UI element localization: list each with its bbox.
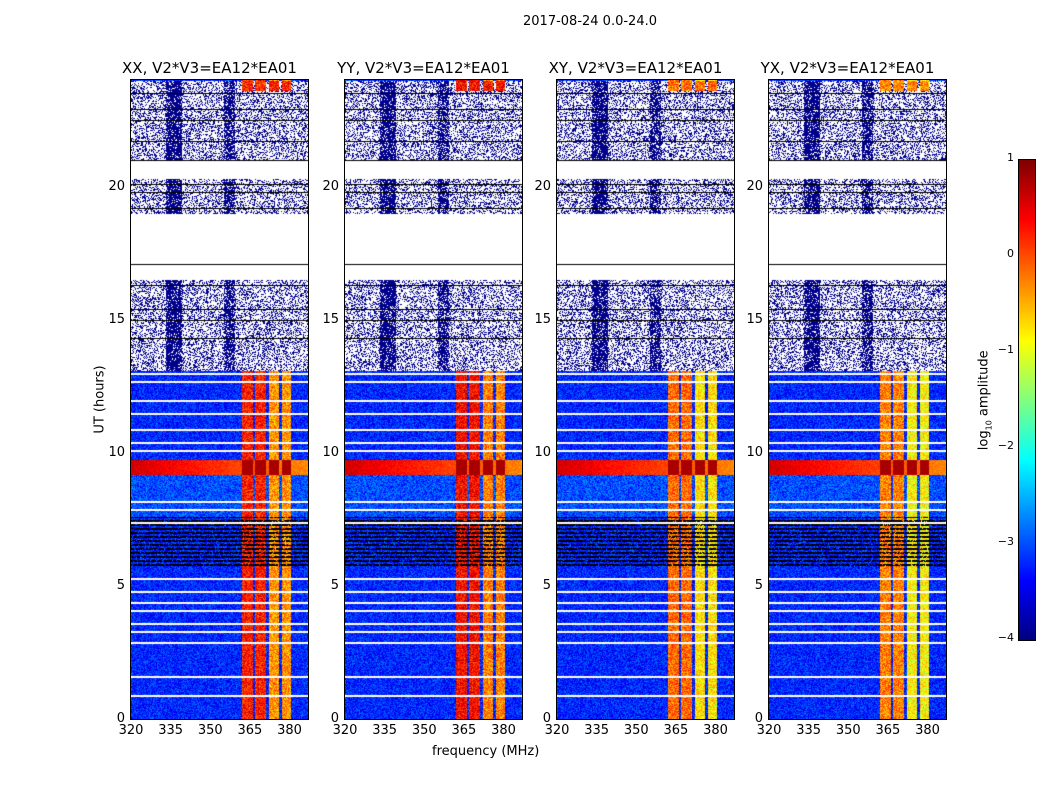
- x-tick-label: 365: [875, 723, 901, 738]
- colorbar-tick-label: 0: [1007, 247, 1014, 260]
- x-tick-label: 350: [197, 723, 223, 738]
- y-tick-label: 0: [330, 711, 339, 726]
- panel-title: YX, V2*V3=EA12*EA01: [760, 59, 935, 77]
- spectrogram-heatmap: [131, 80, 308, 719]
- panel-plot: [556, 79, 735, 720]
- y-tick-label: 5: [754, 577, 763, 593]
- x-tick-label: 365: [663, 723, 689, 738]
- spectrogram-heatmap: [769, 80, 946, 719]
- x-tick-label: 350: [623, 723, 649, 738]
- spectrogram-heatmap: [345, 80, 522, 719]
- x-tick-label: 335: [796, 723, 822, 738]
- x-tick-label: 365: [451, 723, 477, 738]
- colorbar-tick-label: −3: [997, 535, 1014, 548]
- spectrogram-heatmap: [557, 80, 734, 719]
- y-tick-label: 15: [322, 311, 339, 327]
- colorbar-tick-label: −2: [997, 439, 1014, 452]
- y-tick-label: 20: [534, 178, 551, 194]
- colorbar-tick-label: 1: [1007, 151, 1014, 164]
- colorbar-label-tail: amplitude: [976, 350, 992, 421]
- colorbar-gradient: [1019, 160, 1035, 640]
- x-tick-label: 335: [372, 723, 398, 738]
- colorbar-label: log10 amplitude: [977, 335, 994, 465]
- panel-plot: [130, 79, 309, 720]
- panel-title: YY, V2*V3=EA12*EA01: [337, 59, 510, 77]
- y-tick-label: 20: [322, 178, 339, 194]
- y-tick-label: 10: [746, 444, 763, 460]
- colorbar: [1018, 159, 1036, 641]
- y-axis-label: UT (hours): [92, 365, 108, 434]
- y-tick-label: 15: [746, 311, 763, 327]
- y-tick-label: 20: [108, 178, 125, 194]
- x-tick-label: 320: [332, 723, 358, 738]
- y-tick-label: 0: [542, 711, 551, 726]
- colorbar-tick-label: −1: [997, 343, 1014, 356]
- panel-title: XY, V2*V3=EA12*EA01: [548, 59, 723, 77]
- y-tick-label: 10: [108, 444, 125, 460]
- x-tick-label: 335: [158, 723, 184, 738]
- panel-plot: [344, 79, 523, 720]
- x-tick-label: 320: [544, 723, 570, 738]
- y-tick-label: 0: [754, 711, 763, 726]
- x-tick-label: 350: [835, 723, 861, 738]
- y-tick-label: 0: [116, 711, 125, 726]
- x-tick-label: 365: [237, 723, 263, 738]
- x-tick-label: 380: [915, 723, 940, 738]
- x-tick-label: 380: [703, 723, 728, 738]
- x-tick-label: 350: [411, 723, 437, 738]
- colorbar-label-sub: 10: [984, 420, 994, 431]
- colorbar-label-main: log: [976, 430, 992, 451]
- y-tick-label: 10: [534, 444, 551, 460]
- y-tick-label: 5: [542, 577, 551, 593]
- y-tick-label: 15: [108, 311, 125, 327]
- y-tick-label: 15: [534, 311, 551, 327]
- x-tick-label: 335: [584, 723, 610, 738]
- x-tick-label: 380: [491, 723, 516, 738]
- x-tick-label: 320: [756, 723, 782, 738]
- y-tick-label: 20: [746, 178, 763, 194]
- figure-title: 2017-08-24 0.0-24.0: [523, 14, 657, 29]
- x-tick-label: 320: [118, 723, 144, 738]
- colorbar-tick-label: −4: [997, 631, 1014, 644]
- x-tick-label: 380: [277, 723, 302, 738]
- y-tick-label: 5: [116, 577, 125, 593]
- y-tick-label: 10: [322, 444, 339, 460]
- panel-title: XX, V2*V3=EA12*EA01: [122, 59, 297, 77]
- y-tick-label: 5: [330, 577, 339, 593]
- panel-plot: [768, 79, 947, 720]
- x-axis-label: frequency (MHz): [432, 744, 540, 759]
